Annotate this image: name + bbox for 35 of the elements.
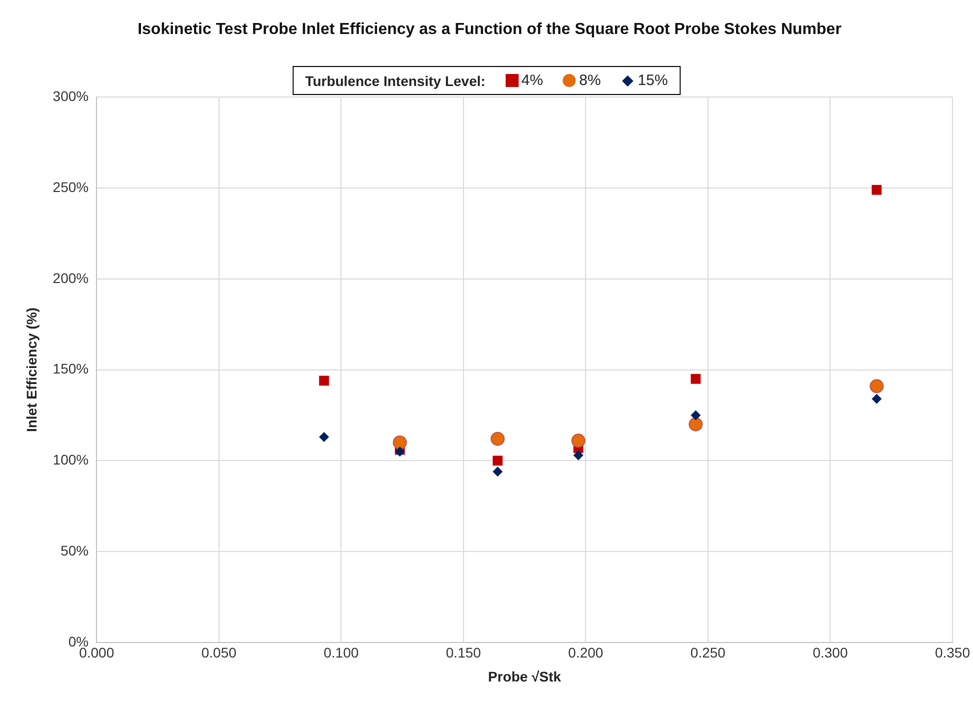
y-tick-label: 0% <box>68 633 89 650</box>
x-tick-label: 0.250 <box>690 644 726 661</box>
point <box>492 466 503 477</box>
point <box>870 379 884 394</box>
x-axis-title: Probe √Stk <box>488 668 562 684</box>
point <box>392 435 407 450</box>
y-tick-label: 300% <box>52 88 89 104</box>
point <box>872 184 882 195</box>
point <box>319 376 329 386</box>
point <box>573 450 584 460</box>
y-tick-label: 100% <box>52 452 89 468</box>
point <box>490 432 505 446</box>
y-tick-label: 250% <box>52 178 89 195</box>
point <box>872 394 882 404</box>
legend-label: 15% <box>638 72 668 89</box>
legend-title: Turbulence Intensity Level: <box>305 72 486 88</box>
x-tick-label: 0.350 <box>934 644 970 661</box>
y-axis-title: Inlet Efficiency (%) <box>23 308 40 432</box>
chart-title: Isokinetic Test Probe Inlet Efficiency as a Function of the Square Root Probe Stokes Number <box>138 21 842 38</box>
legend-label: 8% <box>579 72 601 89</box>
point <box>492 456 503 466</box>
point <box>571 434 586 448</box>
x-tick-label: 0.300 <box>812 644 848 661</box>
point <box>688 417 703 432</box>
x-tick-label: 0.150 <box>446 644 482 661</box>
x-tick-label: 0.050 <box>201 644 237 661</box>
y-tick-label: 50% <box>60 542 89 558</box>
x-tick-label: 0.100 <box>324 644 359 661</box>
point <box>690 410 701 420</box>
y-tick-label: 150% <box>52 360 89 377</box>
x-tick-label: 0.200 <box>568 644 604 661</box>
point <box>319 432 330 442</box>
y-tick-label: 200% <box>52 270 89 286</box>
legend-label: 4% <box>521 72 544 89</box>
point <box>690 374 701 384</box>
